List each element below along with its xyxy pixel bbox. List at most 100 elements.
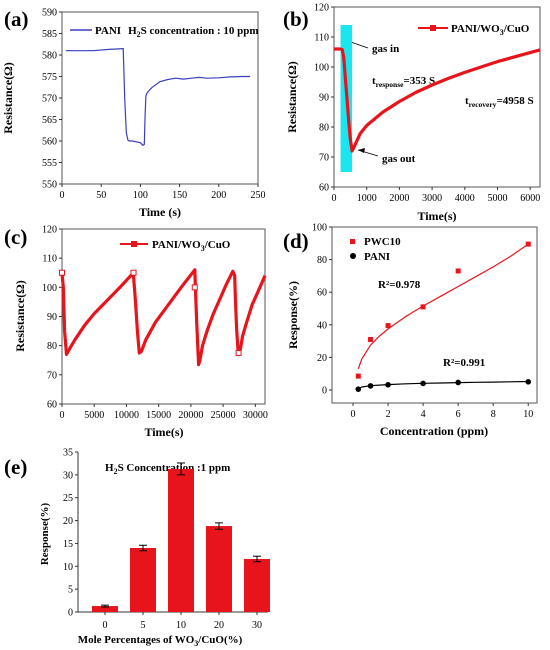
panel-d-legend-label-pwc10: PWC10	[364, 236, 401, 248]
panel-e-x-axis-label: Mole Percentages of WO3/CuO(%)	[78, 634, 243, 648]
panel-b-annotation-t-recovery: trecovery=4958 S	[465, 95, 534, 109]
panel-b-annotation-gas-out: gas out	[382, 153, 416, 165]
panel-d-point-pwc10	[455, 268, 461, 274]
panel-e-title: H2S Concentration :1 ppm	[105, 462, 230, 476]
panel-e-y-tick-label: 35	[63, 448, 73, 459]
panel-a-y-tick-label: 550	[42, 180, 57, 191]
panel-d-legend-marker-pani	[350, 253, 356, 259]
panel-c-series-marker	[59, 269, 65, 276]
panel-b-y-tick-label: 120	[314, 3, 329, 14]
panel-e-bar	[130, 548, 156, 612]
panel-b-annotation-t-response: tresponse=353 S	[372, 75, 435, 89]
panel-b-x-axis-label: Time(s)	[417, 209, 456, 223]
panel-d-legend-marker-pwc10	[350, 239, 355, 244]
panel-e-x-tick-label: 30	[252, 620, 262, 631]
panel-d-point-pwc10	[385, 323, 391, 329]
panel-d-point-pwc10	[355, 373, 361, 379]
panel-a-y-tick-label: 580	[42, 51, 57, 62]
panel-d-y-tick-label: 100	[312, 223, 327, 234]
panel-label-d: (d)	[283, 229, 309, 253]
panel-e-y-tick-label: 20	[63, 516, 73, 527]
panel-b-x-tick-label: 2000	[389, 193, 409, 204]
panel-a-series-line	[65, 47, 251, 147]
panel-d-point-pani	[420, 380, 426, 387]
panel-d-legend-label-pani: PANI	[364, 251, 390, 263]
panel-e-y-tick-label: 30	[63, 470, 73, 481]
panel-c-x-tick-label: 15000	[146, 410, 171, 421]
panel-b-x-tick-label: 0	[332, 193, 337, 204]
panel-e-bar	[244, 558, 270, 612]
panel-a-y-axis-label: Resistance(Ω)	[1, 62, 15, 134]
panel-d-y-tick-label: 20	[317, 353, 327, 364]
panel-d-point-pani	[525, 379, 532, 385]
panel-a-y-tick-label: 590	[42, 8, 57, 19]
panel-e-x-tick-label: 10	[176, 620, 186, 631]
panel-c-y-tick-label: 70	[47, 370, 57, 381]
svg-text:PANI/WO3/CuO: PANI/WO3/CuO	[451, 23, 530, 37]
panel-a-x-axis-label: Time (s)	[139, 205, 181, 219]
panel-c-x-tick-label: 25000	[211, 410, 236, 421]
panel-b-x-tick-label: 1000	[357, 193, 377, 204]
panel-d-x-tick-label: 2	[386, 409, 391, 420]
panel-label-e: (e)	[4, 455, 27, 479]
panel-b-x-tick-label: 3000	[422, 193, 442, 204]
panel-c-x-tick-label: 20000	[178, 410, 203, 421]
panel-d-y-tick-label: 40	[317, 320, 327, 331]
panel-d-r2-pani: R²=0.991	[443, 357, 485, 369]
panel-c-series-marker	[191, 284, 198, 291]
panel-e-y-tick-label: 15	[63, 539, 73, 550]
panel-c-legend-label: PANI/WO	[152, 239, 201, 251]
panel-d-x-tick-label: 6	[456, 409, 461, 420]
panel-a-y-tick-label: 555	[42, 158, 57, 169]
panel-e-x-tick-label: 0	[103, 620, 108, 631]
panel-b-x-tick-label: 6000	[520, 193, 540, 204]
panel-a-y-tick-label: 560	[42, 137, 57, 148]
panel-a-y-tick-label: 585	[42, 29, 57, 40]
panel-c-series-marker	[130, 269, 137, 276]
panel-b-x-tick-label: 4000	[455, 193, 475, 204]
panel-e-x-tick-label: 5	[141, 620, 146, 631]
panel-e-x-tick-label: 20	[214, 620, 224, 631]
panel-d-legend: PWC10 PANI	[350, 236, 401, 263]
panel-d-x-tick-label: 8	[491, 409, 496, 420]
panel-d-x-tick-label: 0	[351, 409, 356, 420]
panel-label-a: (a)	[4, 7, 29, 31]
panel-b-y-tick-label: 60	[319, 183, 329, 194]
panel-c-x-tick-label: 10000	[114, 410, 139, 421]
panel-d-point-pani	[385, 381, 391, 388]
panel-a-x-tick-label: 0	[60, 190, 65, 201]
svg-text:PANI/WO3/CuO: PANI/WO3/CuO	[152, 239, 231, 253]
panel-d-x-tick-label: 4	[421, 409, 426, 420]
panel-d-y-tick-label: 0	[322, 385, 327, 396]
panel-a-y-tick-label: 575	[42, 72, 57, 83]
panel-d-x-tick-label: 10	[523, 409, 533, 420]
panel-c-series-line	[60, 268, 267, 367]
panel-e-bar	[206, 526, 232, 612]
panel-b-x-tick-label: 5000	[487, 193, 507, 204]
panel-a-y-tick-label: 570	[42, 94, 57, 105]
panel-d-y-tick-label: 80	[317, 255, 327, 266]
panel-d-fit-line-pani	[358, 380, 529, 390]
panel-b-series-line	[334, 47, 541, 153]
panel-label-c: (c)	[4, 225, 27, 249]
panel-b-legend-label: PANI/WO	[451, 23, 500, 35]
panel-d-point-pwc10	[368, 336, 374, 342]
panel-b-y-tick-label: 90	[319, 93, 329, 104]
panel-a-y-tick-label: 565	[42, 115, 57, 126]
panel-d-point-pani	[455, 379, 461, 386]
panel-a-x-tick-label: 150	[172, 190, 187, 201]
panel-b-y-tick-label: 70	[319, 153, 329, 164]
panel-a-x-tick-label: 250	[251, 190, 266, 201]
panel-b-y-tick-label: 80	[319, 123, 329, 134]
panel-c-x-tick-label: 30000	[243, 410, 268, 421]
panel-d-r2-pwc10: R²=0.978	[378, 279, 421, 291]
panel-d-y-axis-label: Response(%)	[286, 281, 300, 349]
panel-e-y-tick-label: 10	[63, 562, 73, 573]
panel-a-plot-frame	[61, 11, 259, 185]
panel-a-legend: PANI H2S concentration : 10 ppm	[70, 25, 259, 39]
panel-c-y-tick-label: 110	[42, 254, 57, 265]
panel-c-y-tick-label: 60	[47, 400, 57, 411]
panel-c-y-tick-label: 120	[42, 225, 57, 236]
